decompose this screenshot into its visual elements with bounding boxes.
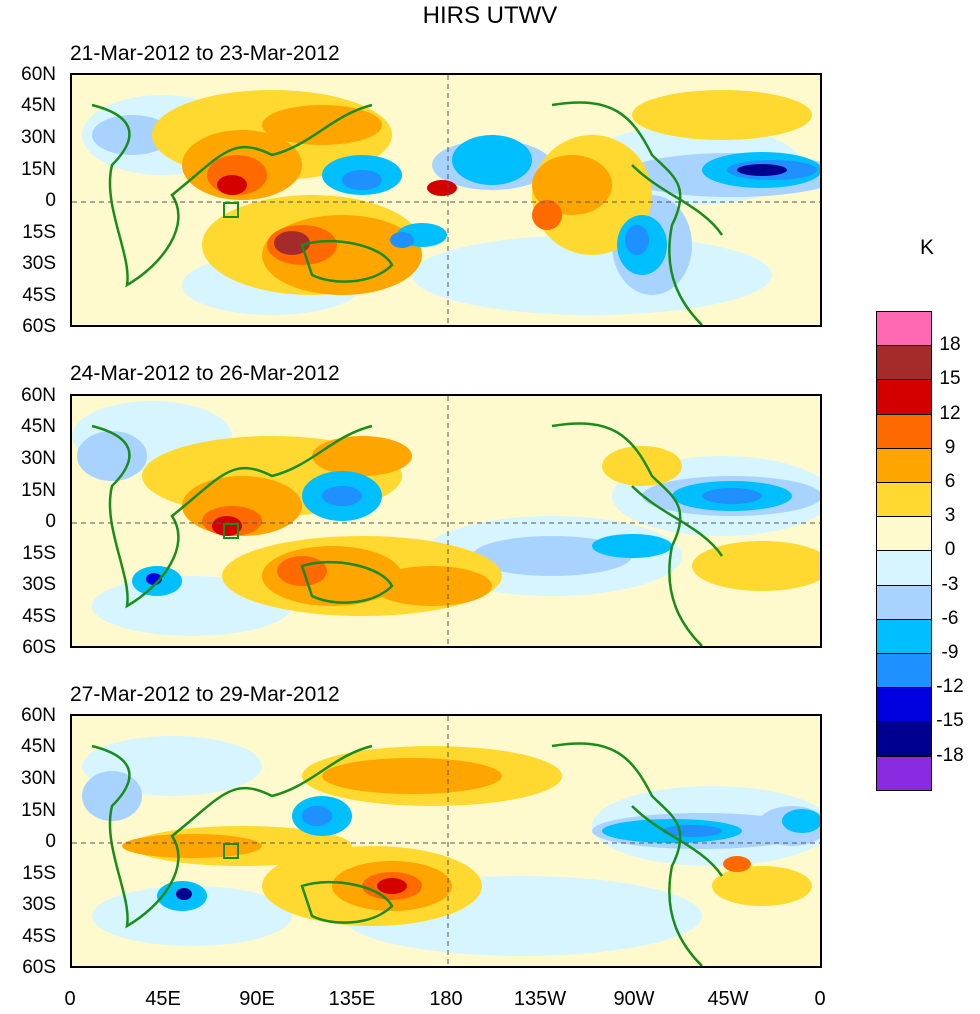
lat-label: 0 — [45, 511, 56, 532]
lon-label: 0 — [814, 988, 826, 1010]
legend-label: -9 — [941, 642, 959, 663]
lat-label: 15S — [22, 543, 56, 564]
lat-label: 0 — [45, 190, 56, 211]
legend-color-box — [876, 516, 932, 552]
panel-2-map — [70, 394, 822, 648]
lat-label: 15N — [21, 480, 56, 501]
legend-color-box — [876, 379, 932, 415]
legend-color-box — [876, 345, 932, 381]
legend-label: 9 — [944, 436, 956, 458]
legend-color-box — [876, 618, 932, 654]
lon-label: 90E — [239, 988, 275, 1010]
lat-label: 30S — [22, 574, 56, 595]
legend-color-box — [876, 755, 932, 791]
legend-color-box — [876, 413, 932, 449]
legend-label: 6 — [944, 471, 956, 492]
lon-label: 45E — [145, 988, 181, 1010]
lat-label: 15N — [21, 159, 56, 180]
lat-label: 60S — [22, 637, 56, 658]
lat-label: 60N — [21, 64, 56, 85]
lat-label: 60S — [22, 957, 56, 978]
lat-label: 45N — [21, 95, 56, 116]
legend-label: 15 — [939, 368, 961, 390]
lat-label: 30S — [22, 253, 56, 274]
legend-color-box — [876, 721, 932, 757]
lat-label: 30N — [21, 448, 56, 469]
lon-label: 135W — [513, 988, 567, 1010]
legend-label: -18 — [936, 744, 964, 766]
legend-unit: K — [920, 236, 935, 259]
lat-label: 45S — [22, 926, 56, 947]
panel-2-title: 24-Mar-2012 to 26-Mar-2012 — [70, 362, 340, 385]
legend-label: 12 — [939, 402, 961, 424]
lon-label: 90W — [613, 988, 655, 1010]
lat-label: 15S — [22, 863, 56, 884]
lat-label: 30S — [22, 894, 56, 915]
legend-color-box — [876, 550, 932, 586]
panel-1-map — [70, 73, 822, 327]
legend-color-box — [876, 447, 932, 483]
lat-label: 15S — [22, 222, 56, 243]
lat-label: 15N — [21, 800, 56, 821]
lat-label: 30N — [21, 768, 56, 789]
lat-label: 30N — [21, 127, 56, 148]
legend-color-box — [876, 687, 932, 723]
panel-3-title: 27-Mar-2012 to 29-Mar-2012 — [70, 683, 340, 706]
lat-label: 45S — [22, 606, 56, 627]
legend-label: -12 — [936, 676, 964, 698]
legend-color-box — [876, 482, 932, 518]
legend-label: -3 — [941, 573, 959, 595]
legend-label: 18 — [939, 334, 961, 356]
lat-label: 60S — [22, 316, 56, 337]
lat-label: 0 — [45, 831, 56, 852]
legend-color-box — [876, 311, 932, 347]
lon-label: 0 — [64, 988, 76, 1010]
lat-label: 45S — [22, 285, 56, 306]
panel-3-map — [70, 714, 822, 968]
legend-label: -15 — [936, 710, 964, 732]
legend-label: 0 — [944, 539, 956, 561]
lon-label: 180 — [429, 988, 463, 1010]
lon-label: 135E — [328, 988, 376, 1010]
lon-label: 45W — [707, 988, 749, 1010]
legend-color-box — [876, 584, 932, 620]
legend-color-box — [876, 653, 932, 689]
lat-label: 60N — [21, 385, 56, 406]
lat-label: 45N — [21, 736, 56, 757]
legend-label: -6 — [941, 607, 959, 629]
figure-title: HIRS UTWV — [422, 2, 558, 29]
lat-label: 60N — [21, 705, 56, 726]
lat-label: 45N — [21, 416, 56, 437]
panel-1-title: 21-Mar-2012 to 23-Mar-2012 — [70, 42, 340, 65]
legend-label: 3 — [944, 505, 956, 527]
